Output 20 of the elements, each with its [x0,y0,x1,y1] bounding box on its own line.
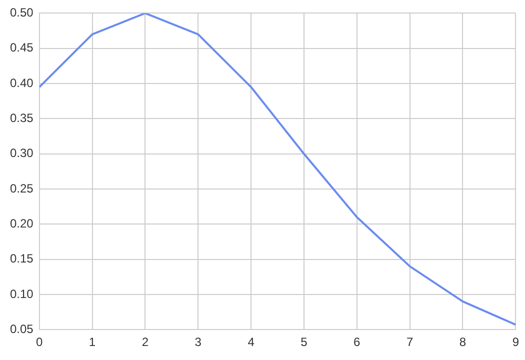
x-tick-label: 9 [512,335,520,350]
y-tick-label: 0.05 [10,322,34,336]
y-tick-label: 0.20 [10,216,34,230]
y-tick-label: 0.25 [10,181,34,196]
y-tick-label: 0.15 [10,252,34,266]
y-tick-label: 0.50 [10,6,34,20]
y-tick-label: 0.10 [10,286,34,301]
y-tick-label: 0.45 [10,40,34,55]
y-tick-label: 0.30 [10,146,34,160]
x-tick-label: 4 [248,335,255,350]
x-tick-label: 6 [354,335,361,350]
x-tick-label: 2 [142,335,149,350]
x-tick-label: 1 [88,335,96,350]
y-tick-label: 0.40 [10,76,34,90]
x-tick-label: 7 [406,335,414,350]
x-tick-label: 0 [36,335,44,350]
y-tick-label: 0.35 [10,110,34,125]
x-tick-label: 8 [459,335,466,350]
x-tick-label: 5 [300,335,308,350]
x-tick-label: 3 [194,335,202,350]
